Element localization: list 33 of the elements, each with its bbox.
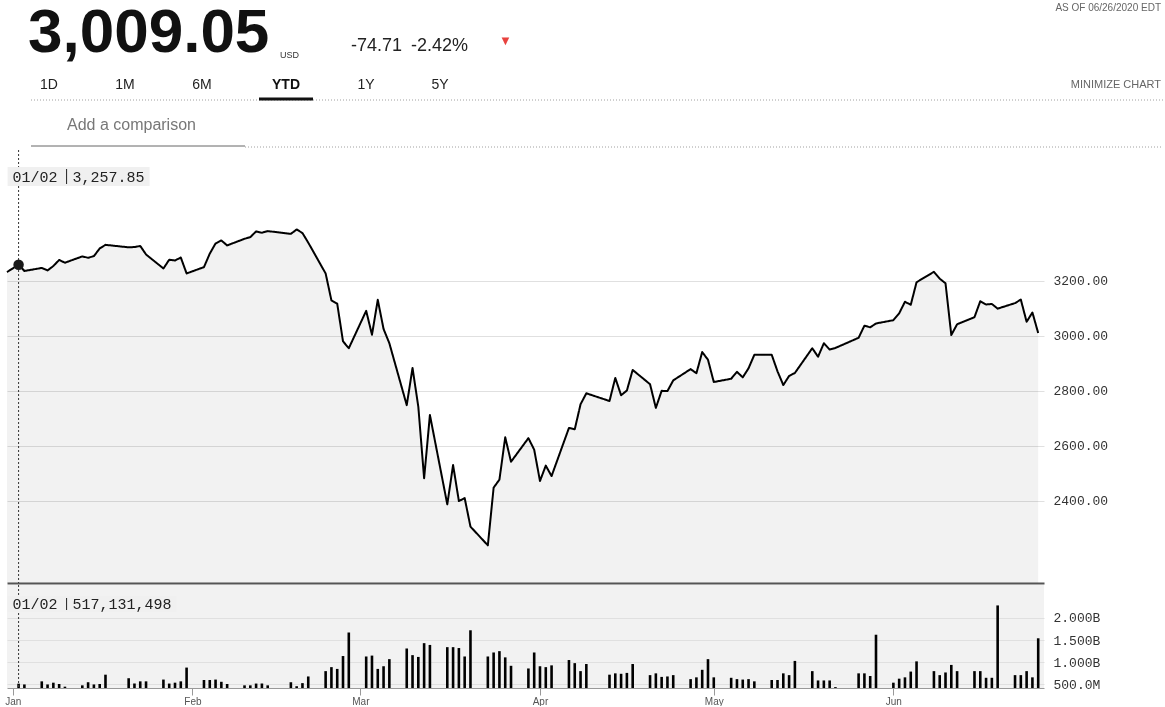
x-tick-label: Apr (532, 695, 549, 707)
x-tick-label: May (704, 695, 724, 707)
y-tick-label: 1.000B (1053, 655, 1101, 671)
text: -74.71 (351, 35, 403, 55)
text: Add a comparison (67, 116, 196, 133)
text: 1M (115, 76, 135, 92)
y-tick-label: 3000.00 (1053, 329, 1109, 345)
x-tick-label: Feb (184, 695, 202, 707)
y-tick-label: 2.000B (1053, 611, 1101, 627)
y-tick-label: 2800.00 (1053, 384, 1109, 400)
text: 5Y (431, 76, 450, 92)
text: 1Y (357, 76, 376, 92)
text: -2.42% (411, 35, 469, 55)
x-tick-label: Jan (5, 695, 22, 707)
annotation: 3,257.85 (72, 169, 145, 187)
ref-line-label: 01/02 (12, 597, 58, 614)
y-tick-label: 2600.00 (1053, 439, 1109, 455)
text: 6M (192, 76, 212, 92)
text: YTD (272, 76, 300, 92)
text: MINIMIZE CHART (1070, 78, 1162, 90)
y-tick-label: 3200.00 (1053, 274, 1109, 290)
annotation: 517,131,498 (72, 597, 172, 614)
x-tick-label: Jun (885, 695, 902, 707)
text: ▼ (499, 33, 512, 48)
y-tick-label: 2400.00 (1053, 494, 1109, 510)
text: USD (280, 50, 300, 60)
text: AS OF 06/26/2020 EDT (1055, 2, 1161, 13)
y-tick-label: 1.500B (1053, 633, 1101, 649)
text: 1D (40, 76, 58, 92)
x-tick-label: Mar (352, 695, 371, 707)
chart-title: 3,009.05 (28, 0, 270, 65)
y-tick-label: 500.0M (1053, 677, 1101, 693)
ref-line-label: 01/02 (12, 169, 58, 187)
